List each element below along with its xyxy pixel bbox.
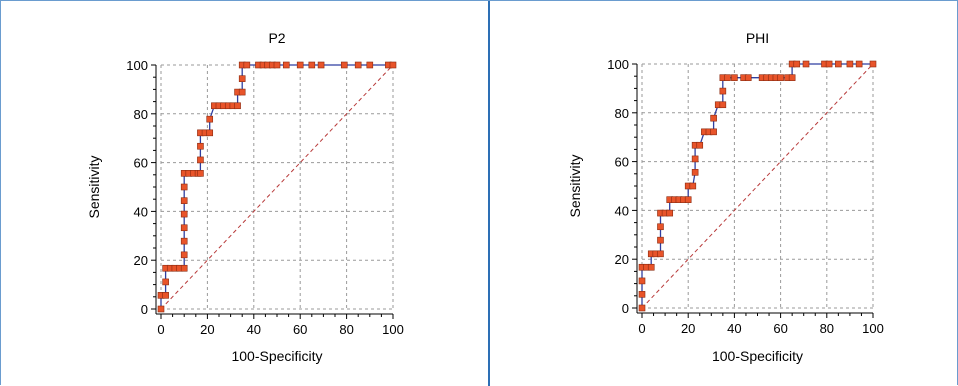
- y-axis-title: Sensitivity: [86, 155, 102, 218]
- x-tick-label: 60: [293, 322, 307, 337]
- roc-chart-p2: 0 20 40 60 80 100 0 20 40 60 80 100 P2 100-Specific…: [86, 30, 404, 364]
- roc-point: [197, 170, 204, 177]
- roc-point: [238, 88, 246, 96]
- y-tick-label: 100: [607, 57, 629, 72]
- roc-point: [869, 60, 877, 68]
- x-tick-label: 40: [247, 322, 261, 337]
- y-tick-label: 100: [126, 58, 148, 73]
- y-tick-label: 80: [615, 106, 629, 121]
- roc-chart-phi: 0 20 40 60 80 100 0 20 40 60 80 100 PHI 100-Specifi…: [567, 30, 884, 364]
- y-tick-label: 20: [615, 252, 629, 267]
- roc-point: [340, 61, 348, 69]
- roc-point: [180, 210, 188, 218]
- roc-point: [835, 60, 842, 68]
- x-tick-label: 80: [820, 321, 834, 336]
- roc-point: [691, 155, 699, 163]
- x-tick-label: 60: [773, 321, 787, 336]
- chart-title: P2: [268, 30, 285, 46]
- roc-point: [197, 156, 204, 164]
- y-tick-label: 40: [134, 204, 148, 219]
- roc-point: [788, 74, 796, 81]
- roc-point: [206, 129, 214, 137]
- roc-point: [389, 61, 397, 69]
- roc-point: [180, 237, 188, 245]
- roc-point: [684, 196, 692, 203]
- roc-point: [793, 60, 801, 68]
- plot-area: 0 20 40 60 80 100 0 20 40 60 80 100: [126, 58, 404, 337]
- roc-point: [802, 60, 810, 68]
- roc-point: [719, 101, 727, 109]
- roc-point: [354, 61, 362, 69]
- roc-point: [657, 236, 664, 244]
- roc-point: [855, 60, 863, 68]
- y-tick-label: 0: [622, 301, 629, 316]
- roc-point: [366, 61, 374, 69]
- x-tick-label: 0: [638, 321, 645, 336]
- chart-title: PHI: [746, 30, 769, 46]
- roc-point: [657, 223, 664, 231]
- roc-point: [724, 74, 731, 81]
- roc-point: [719, 87, 727, 95]
- roc-point: [296, 61, 304, 69]
- roc-point: [206, 115, 214, 123]
- x-tick-label: 80: [339, 322, 353, 337]
- roc-point: [731, 74, 738, 81]
- roc-point: [282, 61, 290, 69]
- roc-point: [689, 182, 697, 190]
- y-tick-label: 20: [134, 253, 148, 268]
- roc-point: [162, 292, 169, 299]
- roc-point: [657, 250, 664, 258]
- roc-point: [638, 277, 646, 285]
- roc-point: [846, 60, 854, 68]
- y-tick-label: 60: [615, 155, 629, 170]
- y-tick-label: 80: [134, 107, 148, 122]
- roc-point: [777, 74, 784, 81]
- roc-point: [691, 169, 699, 176]
- roc-point: [243, 61, 251, 69]
- roc-point: [638, 304, 646, 312]
- x-tick-label: 20: [681, 321, 695, 336]
- x-tick-label: 100: [382, 322, 404, 337]
- x-axis-title: 100-Specificity: [712, 348, 803, 364]
- roc-point: [317, 61, 325, 69]
- plot-area: 0 20 40 60 80 100 0 20 40 60 80 100: [607, 57, 884, 336]
- reference-diagonal: [160, 64, 394, 310]
- roc-point: [710, 114, 717, 122]
- panel-divider: [488, 1, 490, 386]
- roc-point: [238, 75, 246, 82]
- reference-diagonal: [641, 63, 874, 309]
- roc-point: [825, 60, 833, 68]
- y-tick-label: 40: [615, 203, 629, 218]
- roc-point: [162, 278, 169, 286]
- roc-point: [197, 142, 204, 150]
- roc-point: [180, 251, 188, 259]
- roc-point: [696, 141, 704, 149]
- x-tick-label: 100: [862, 321, 884, 336]
- roc-point: [180, 264, 188, 272]
- roc-point: [666, 209, 674, 217]
- roc-point: [744, 74, 752, 81]
- roc-point: [157, 305, 165, 313]
- roc-point: [180, 183, 188, 191]
- roc-point: [234, 102, 241, 110]
- roc-point: [180, 224, 188, 232]
- x-axis-title: 100-Specificity: [231, 348, 322, 364]
- y-tick-label: 0: [141, 302, 148, 317]
- roc-point: [308, 61, 316, 69]
- x-tick-label: 20: [200, 322, 214, 337]
- roc-point: [180, 197, 188, 204]
- y-axis-title: Sensitivity: [567, 154, 583, 217]
- x-tick-label: 40: [727, 321, 741, 336]
- x-tick-label: 0: [157, 322, 164, 337]
- roc-point: [710, 128, 717, 136]
- roc-point: [647, 263, 655, 271]
- roc-point: [273, 61, 281, 69]
- y-tick-label: 60: [134, 156, 148, 171]
- roc-point: [638, 291, 646, 298]
